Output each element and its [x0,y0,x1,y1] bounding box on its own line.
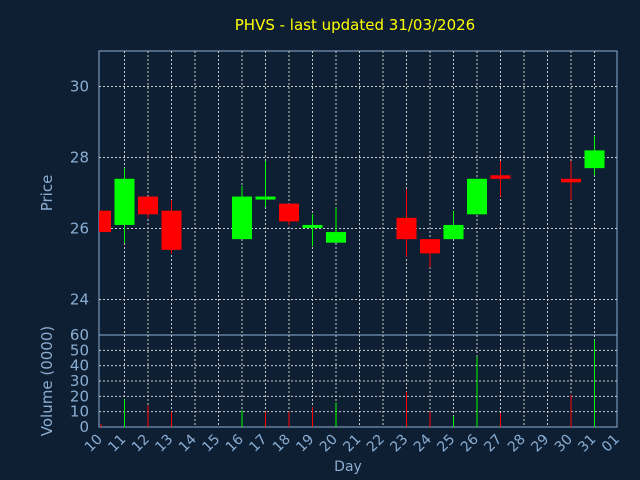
candle-16 [232,185,252,240]
x-tick-label: 11 [105,432,129,456]
volume-y-tick-label: 10 [70,403,89,421]
candle-body [561,178,581,183]
x-tick-label: 25 [434,432,458,456]
candle-body [99,210,111,233]
candle-10 [99,210,111,233]
price-y-tick-label: 26 [70,220,89,238]
candle-13 [161,200,182,254]
x-axis-label: Day [334,459,362,475]
candle-18 [279,203,299,225]
x-tick-label: 24 [411,431,435,455]
candle-body [232,196,252,240]
candle-25 [443,210,464,240]
x-tick-label: 21 [340,432,364,456]
volume-y-tick-label: 60 [70,326,89,344]
candle-19 [302,214,323,247]
candle-body [279,203,299,222]
price-y-tick-label: 28 [70,149,89,167]
candle-body [396,217,417,240]
volume-bars [100,339,595,427]
candle-body [443,224,464,240]
candles [99,136,605,268]
candle-12 [138,196,158,218]
candle-body [302,224,323,228]
volume-y-tick-label: 20 [70,387,89,405]
candle-body [161,210,182,250]
x-tick-label: 28 [505,432,529,456]
candle-body [255,196,276,200]
x-tick-label: 15 [199,432,223,456]
x-tick-label: 16 [223,431,247,455]
x-tick-label: 23 [387,432,411,456]
candle-20 [326,207,346,243]
x-tick-label: 27 [481,432,505,456]
candle-body [584,150,605,169]
candle-body [114,178,135,225]
candle-26 [467,178,487,215]
candle-body [490,175,511,179]
volume-y-tick-label: 30 [70,372,89,390]
price-y-ticks: 24 26 28 30 [70,78,89,309]
x-tick-label: 17 [246,432,270,456]
volume-y-tick-label: 0 [79,418,89,436]
x-tick-label: 19 [293,432,317,456]
x-tick-label: 13 [152,432,176,456]
x-tick-label: 14 [176,431,200,455]
x-tick-label: 26 [458,431,482,455]
x-tick-label: 12 [129,432,153,456]
volume-y-tick-label: 50 [70,341,89,359]
price-plot-frame [98,50,618,336]
candle-30 [561,161,581,201]
x-tick-label: 01 [599,432,623,456]
candle-24 [420,239,440,268]
candle-17 [255,161,276,208]
volume-grid [99,335,617,427]
x-tick-label: 30 [552,432,576,456]
chart-title: PHVS - last updated 31/03/2026 [235,16,475,34]
candle-23 [396,189,417,257]
price-panel: 24 26 28 30 Price [38,50,618,336]
candle-31 [584,136,605,176]
candle-body [138,196,158,215]
x-tick-label: 22 [364,432,388,456]
candle-body [420,239,440,254]
candle-body [467,178,487,215]
price-grid [99,51,617,335]
price-y-label: Price [38,175,56,212]
candle-body [326,232,346,243]
x-tick-label: 29 [528,432,552,456]
x-ticks: 10 11 12 13 14 15 16 17 18 19 20 21 22 23 24 25 26 27 28 29… [82,431,623,455]
candle-27 [490,161,511,197]
x-tick-label: 20 [317,432,341,456]
x-tick-label: 18 [270,432,294,456]
price-y-tick-label: 30 [70,78,89,96]
x-tick-label: 31 [575,432,599,456]
volume-y-tick-label: 40 [70,357,89,375]
candle-11 [114,168,135,243]
volume-y-label: Volume (0000) [38,326,56,436]
price-y-tick-label: 24 [70,291,89,309]
